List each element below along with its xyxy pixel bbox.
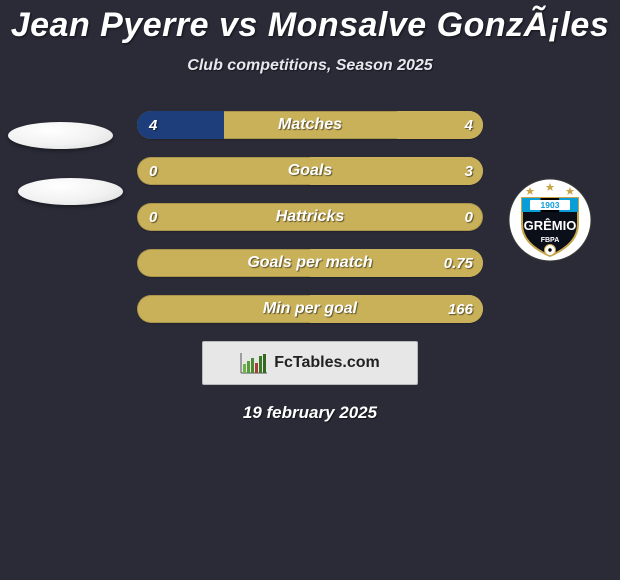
stat-value-left: 0: [149, 157, 157, 185]
stat-label: Hattricks: [137, 203, 483, 231]
stat-fill-left: [137, 111, 224, 139]
stat-fill-right: [310, 295, 483, 323]
stat-fill-right: [397, 111, 484, 139]
stat-row: Goals per match0.75: [137, 249, 483, 277]
bar-chart-icon: [240, 352, 268, 374]
stat-row: Min per goal166: [137, 295, 483, 323]
page-title: Jean Pyerre vs Monsalve GonzÃ¡les: [0, 0, 620, 45]
stat-fill-right: [310, 249, 483, 277]
brand-box: FcTables.com: [202, 341, 418, 385]
stat-value-right: 0: [465, 203, 473, 231]
comparison-card: Jean Pyerre vs Monsalve GonzÃ¡les Club c…: [0, 0, 620, 580]
stat-fill-right: [310, 157, 483, 185]
brand-text: FcTables.com: [274, 354, 380, 372]
stat-row: Matches44: [137, 111, 483, 139]
stat-value-left: 0: [149, 203, 157, 231]
stat-row: Hattricks0 0: [137, 203, 483, 231]
stat-rows-host: Matches44Goals03Hattricks00Goals per mat…: [0, 111, 620, 323]
page-subtitle: Club competitions, Season 2025: [0, 57, 620, 75]
stat-row: Goals03: [137, 157, 483, 185]
date-text: 19 february 2025: [0, 403, 620, 423]
